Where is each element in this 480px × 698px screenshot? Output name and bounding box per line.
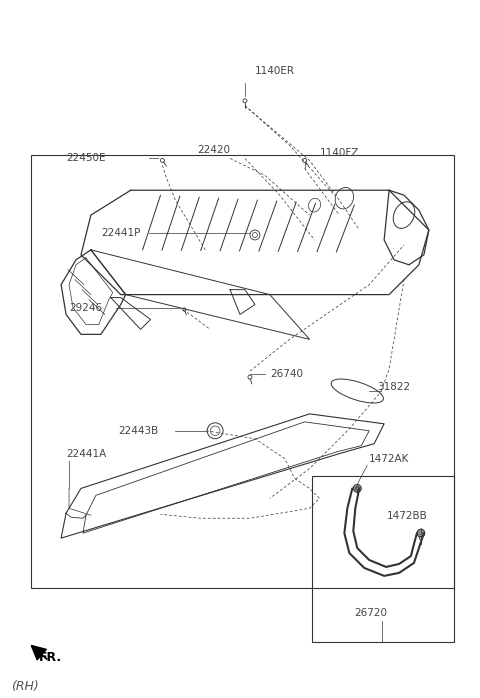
Bar bbox=[312, 477, 454, 642]
Text: 1472AK: 1472AK bbox=[369, 454, 409, 463]
Text: 29246: 29246 bbox=[69, 302, 102, 313]
Text: 31822: 31822 bbox=[377, 382, 410, 392]
Circle shape bbox=[417, 529, 425, 537]
Text: 1140FZ: 1140FZ bbox=[320, 149, 359, 158]
Circle shape bbox=[353, 484, 361, 492]
Text: 26740: 26740 bbox=[270, 369, 303, 379]
Text: 22443B: 22443B bbox=[119, 426, 159, 436]
Text: 1140ER: 1140ER bbox=[255, 66, 295, 76]
Bar bbox=[31, 156, 454, 588]
Text: (RH): (RH) bbox=[12, 681, 39, 693]
Text: 26720: 26720 bbox=[354, 608, 387, 618]
Text: 1472BB: 1472BB bbox=[387, 511, 428, 521]
Text: FR.: FR. bbox=[39, 651, 62, 664]
FancyArrow shape bbox=[31, 646, 47, 660]
Text: 22420: 22420 bbox=[197, 145, 230, 156]
Text: 22441P: 22441P bbox=[101, 228, 140, 238]
Text: 22450E: 22450E bbox=[66, 154, 106, 163]
Text: 22441A: 22441A bbox=[66, 449, 106, 459]
